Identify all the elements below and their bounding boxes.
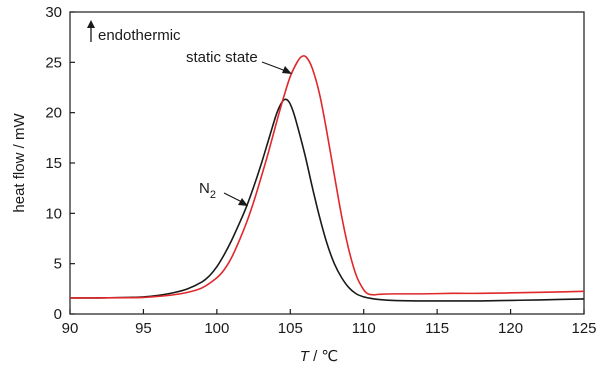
endothermic-annotation: endothermic [87, 20, 181, 44]
y-axis-ticks: 0 5 10 15 20 25 30 [45, 4, 75, 323]
y-tick-label: 10 [45, 205, 62, 222]
series-line-static-state [69, 54, 585, 299]
x-tick-label: 125 [571, 320, 596, 337]
x-axis-ticks: 90 95 100 105 110 115 120 125 [62, 309, 597, 337]
n2-arrow-icon [223, 192, 243, 203]
series-layer [69, 54, 585, 302]
x-axis-title: T / ℃ [300, 348, 339, 365]
y-tick-label: 0 [54, 306, 62, 323]
x-tick-label: 120 [498, 320, 523, 337]
n2-annotation: N2 [199, 180, 248, 206]
x-tick-label: 95 [135, 320, 152, 337]
x-tick-label: 90 [62, 320, 79, 337]
y-tick-label: 15 [45, 155, 62, 172]
static-state-arrowhead-icon [282, 66, 292, 74]
n2-label-main: N [199, 180, 210, 197]
y-tick-label: 30 [45, 4, 62, 21]
x-tick-label: 105 [278, 320, 303, 337]
x-axis-unit: / ℃ [309, 348, 338, 365]
endothermic-arrowhead-icon [87, 20, 95, 28]
static-state-label: static state [186, 49, 258, 66]
y-tick-label: 5 [54, 256, 62, 273]
series-line-n2 [69, 98, 585, 302]
y-tick-label: 20 [45, 105, 62, 122]
x-tick-label: 110 [352, 320, 376, 337]
n2-label: N2 [199, 180, 216, 201]
x-tick-label: 115 [425, 320, 449, 337]
static-state-annotation: static state [186, 49, 292, 74]
n2-arrowhead-icon [238, 198, 248, 206]
endothermic-label: endothermic [98, 27, 181, 44]
static-state-arrow-icon [261, 61, 287, 72]
y-axis-title: heat flow / mW [11, 113, 28, 213]
plot-frame [69, 11, 585, 315]
x-tick-label: 100 [204, 320, 229, 337]
x-axis-variable: T [300, 348, 311, 365]
n2-label-subscript: 2 [210, 189, 216, 201]
y-tick-label: 25 [45, 54, 62, 71]
